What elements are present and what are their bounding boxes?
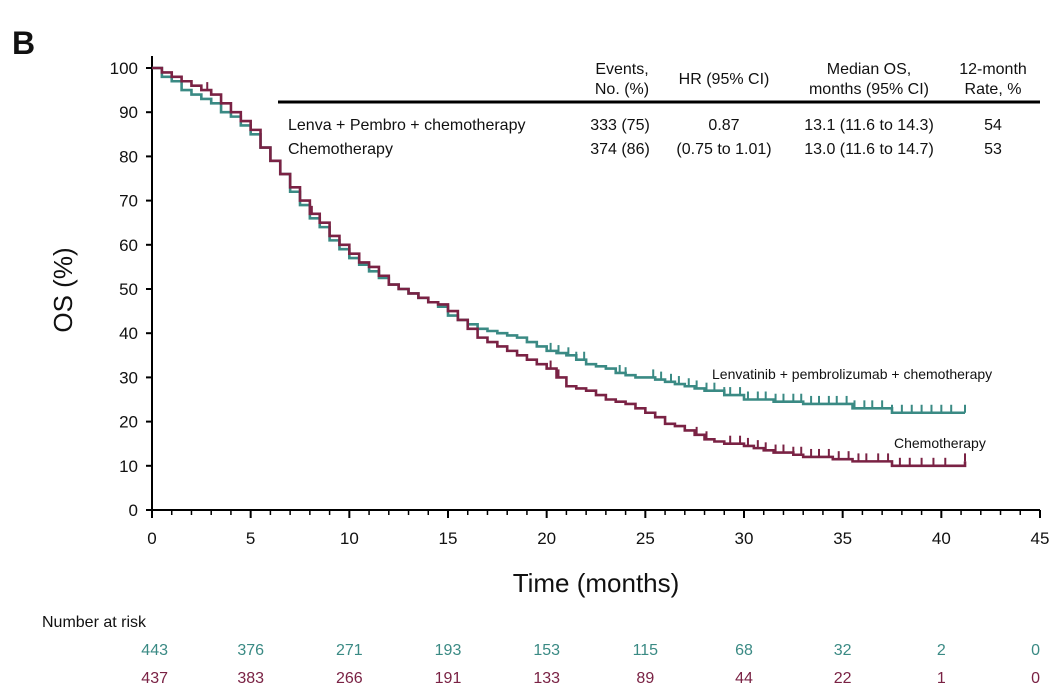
at-risk-lenva: 443	[141, 642, 168, 659]
row-2-events: 374 (86)	[590, 141, 650, 158]
x-tick-label: 0	[147, 529, 156, 548]
row-2-hr: (0.75 to 1.01)	[676, 141, 771, 158]
at-risk-chemo: 44	[735, 670, 753, 687]
at-risk-lenva: 68	[735, 642, 753, 659]
risk-table-title: Number at risk	[42, 614, 147, 631]
row-2-arm: Chemotherapy	[288, 141, 393, 158]
y-tick-label: 40	[119, 324, 138, 343]
at-risk-lenva: 376	[237, 642, 264, 659]
y-tick-label: 10	[119, 457, 138, 476]
at-risk-chemo: 383	[237, 670, 264, 687]
at-risk-lenva: 193	[435, 642, 462, 659]
x-tick-label: 45	[1031, 529, 1050, 548]
summary-table: Events, No. (%) HR (95% CI) Median OS, m…	[278, 61, 1040, 158]
at-risk-lenva: 115	[633, 642, 659, 659]
panel-label: B	[12, 25, 35, 61]
at-risk-lenva: 271	[336, 642, 363, 659]
at-risk-lenva: 32	[834, 642, 852, 659]
at-risk-chemo: 1	[937, 670, 946, 687]
header-rate-line2: Rate, %	[965, 81, 1022, 98]
curve-label-chemo: Chemotherapy	[894, 435, 986, 451]
at-risk-lenva: 153	[533, 642, 560, 659]
x-tick-label: 35	[833, 529, 852, 548]
x-tick-label: 5	[246, 529, 255, 548]
at-risk-chemo: 22	[834, 670, 852, 687]
survival-curves	[152, 66, 967, 468]
risk-table: 443 376 271 193 153 115 68 32 2 0 437 383 266 191 133 8…	[141, 642, 1040, 687]
row-1-events: 333 (75)	[590, 117, 650, 134]
header-median-line2: months (95% CI)	[809, 81, 929, 98]
x-tick-label: 25	[636, 529, 655, 548]
y-tick-label: 70	[119, 192, 138, 211]
header-events-line1: Events,	[595, 61, 648, 78]
y-tick-label: 50	[119, 280, 138, 299]
y-tick-label: 90	[119, 103, 138, 122]
row-2-rate: 53	[984, 141, 1002, 158]
at-risk-lenva: 0	[1031, 642, 1040, 659]
y-tick-label: 80	[119, 147, 138, 166]
x-tick-label: 30	[735, 529, 754, 548]
y-tick-label: 30	[119, 368, 138, 387]
row-1-rate: 54	[984, 117, 1002, 134]
at-risk-chemo: 437	[141, 670, 168, 687]
x-tick-label: 40	[932, 529, 951, 548]
x-tick-label: 10	[340, 529, 359, 548]
axes: 0 10 20 30 40 50 60 70 80 90 100 0 5 10 15 20 25 30 35 40 45	[110, 56, 1050, 548]
x-tick-label: 20	[537, 529, 556, 548]
header-rate-line1: 12-month	[959, 61, 1027, 78]
at-risk-chemo: 89	[636, 670, 654, 687]
at-risk-chemo: 266	[336, 670, 363, 687]
header-events-line2: No. (%)	[595, 81, 649, 98]
x-axis-title: Time (months)	[513, 568, 680, 598]
at-risk-chemo: 133	[533, 670, 560, 687]
at-risk-lenva: 2	[937, 642, 946, 659]
y-tick-label: 0	[129, 501, 138, 520]
y-tick-label: 100	[110, 59, 138, 78]
row-1-median: 13.1 (11.6 to 14.3)	[804, 117, 934, 134]
series-line-chemo	[152, 66, 967, 468]
y-tick-label: 20	[119, 413, 138, 432]
y-axis-title: OS (%)	[48, 247, 78, 332]
at-risk-chemo: 191	[435, 670, 462, 687]
x-tick-label: 15	[439, 529, 458, 548]
curve-label-lenva: Lenvatinib + pembrolizumab + chemotherap…	[712, 366, 992, 382]
header-hr: HR (95% CI)	[679, 71, 770, 88]
header-median-line1: Median OS,	[827, 61, 911, 78]
y-tick-label: 60	[119, 236, 138, 255]
row-2-median: 13.0 (11.6 to 14.7)	[804, 141, 934, 158]
row-1-hr: 0.87	[708, 117, 739, 134]
row-1-arm: Lenva + Pembro + chemotherapy	[288, 117, 525, 134]
at-risk-chemo: 0	[1031, 670, 1040, 687]
